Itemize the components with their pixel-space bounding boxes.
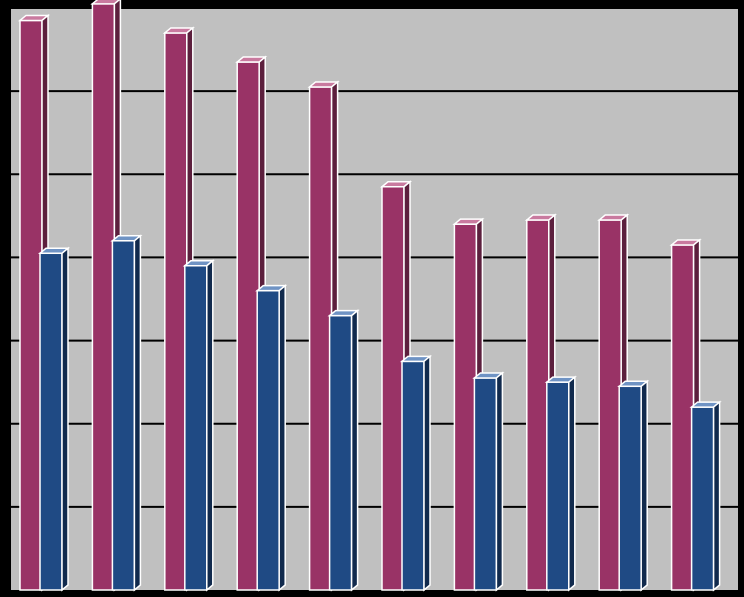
bar-series-2-item-6-side	[423, 354, 431, 592]
bar-series-2-item-9-front	[618, 385, 642, 591]
bar-series-2-item-2-front	[111, 240, 136, 591]
bar-series-2-item-2	[110, 234, 143, 592]
bar-series-1-item-2-front	[91, 3, 116, 591]
bar-series-2-item-9-side	[640, 379, 648, 592]
bar-series-1-item-8-front	[526, 219, 550, 591]
bar-series-2-item-4	[255, 284, 288, 592]
bar-series-2-item-10-side	[712, 400, 721, 592]
bar-series-2-item-8	[544, 375, 577, 592]
bar-series-2-item-4-front	[256, 289, 280, 591]
bar-series-2-item-2-side	[133, 234, 142, 592]
bar-series-2-item-3-side	[206, 259, 214, 592]
bar-series-1-item-7-front	[453, 223, 478, 591]
bar-series-1-item-2-top	[90, 0, 121, 5]
bars	[17, 0, 722, 592]
bar-series-2-item-8-front	[546, 381, 570, 591]
bar-series-1-item-9-front	[598, 219, 622, 591]
bar-series-1-item-4-front	[236, 61, 260, 591]
bar-series-2-item-8-side	[568, 375, 576, 592]
bar-series-2-item-5	[327, 309, 360, 592]
bar-series-1-item-3-front	[164, 32, 188, 591]
bar-series-1-item-1-front	[19, 19, 43, 591]
bar-series-1-item-5-front	[308, 86, 333, 591]
bar-series-1-item-10-front	[670, 244, 695, 591]
bar-series-2-item-3	[182, 259, 215, 592]
bar-series-2-item-7-front	[473, 377, 498, 591]
bar-series-2-item-7-side	[495, 371, 504, 592]
bar-series-2-item-6	[399, 354, 433, 592]
bar-series-2-item-10	[689, 400, 722, 592]
bar-series-2-item-4-side	[278, 284, 286, 592]
bar-series-1-item-6-front	[381, 186, 405, 591]
bar-series-2-item-5-side	[350, 309, 359, 592]
bar-series-2-item-1-front	[39, 252, 63, 591]
bar-series-2-item-5-front	[328, 314, 353, 591]
bar-series-2-item-7	[472, 371, 505, 592]
bar-series-2-item-3-front	[184, 264, 208, 591]
bar-series-2-item-9	[617, 379, 650, 592]
bar-series-2-item-1-side	[61, 246, 69, 592]
bar-series-2-item-10-front	[690, 406, 715, 591]
bar-series-2-item-6-front	[401, 360, 425, 591]
bar-series-2-item-1	[37, 246, 71, 592]
